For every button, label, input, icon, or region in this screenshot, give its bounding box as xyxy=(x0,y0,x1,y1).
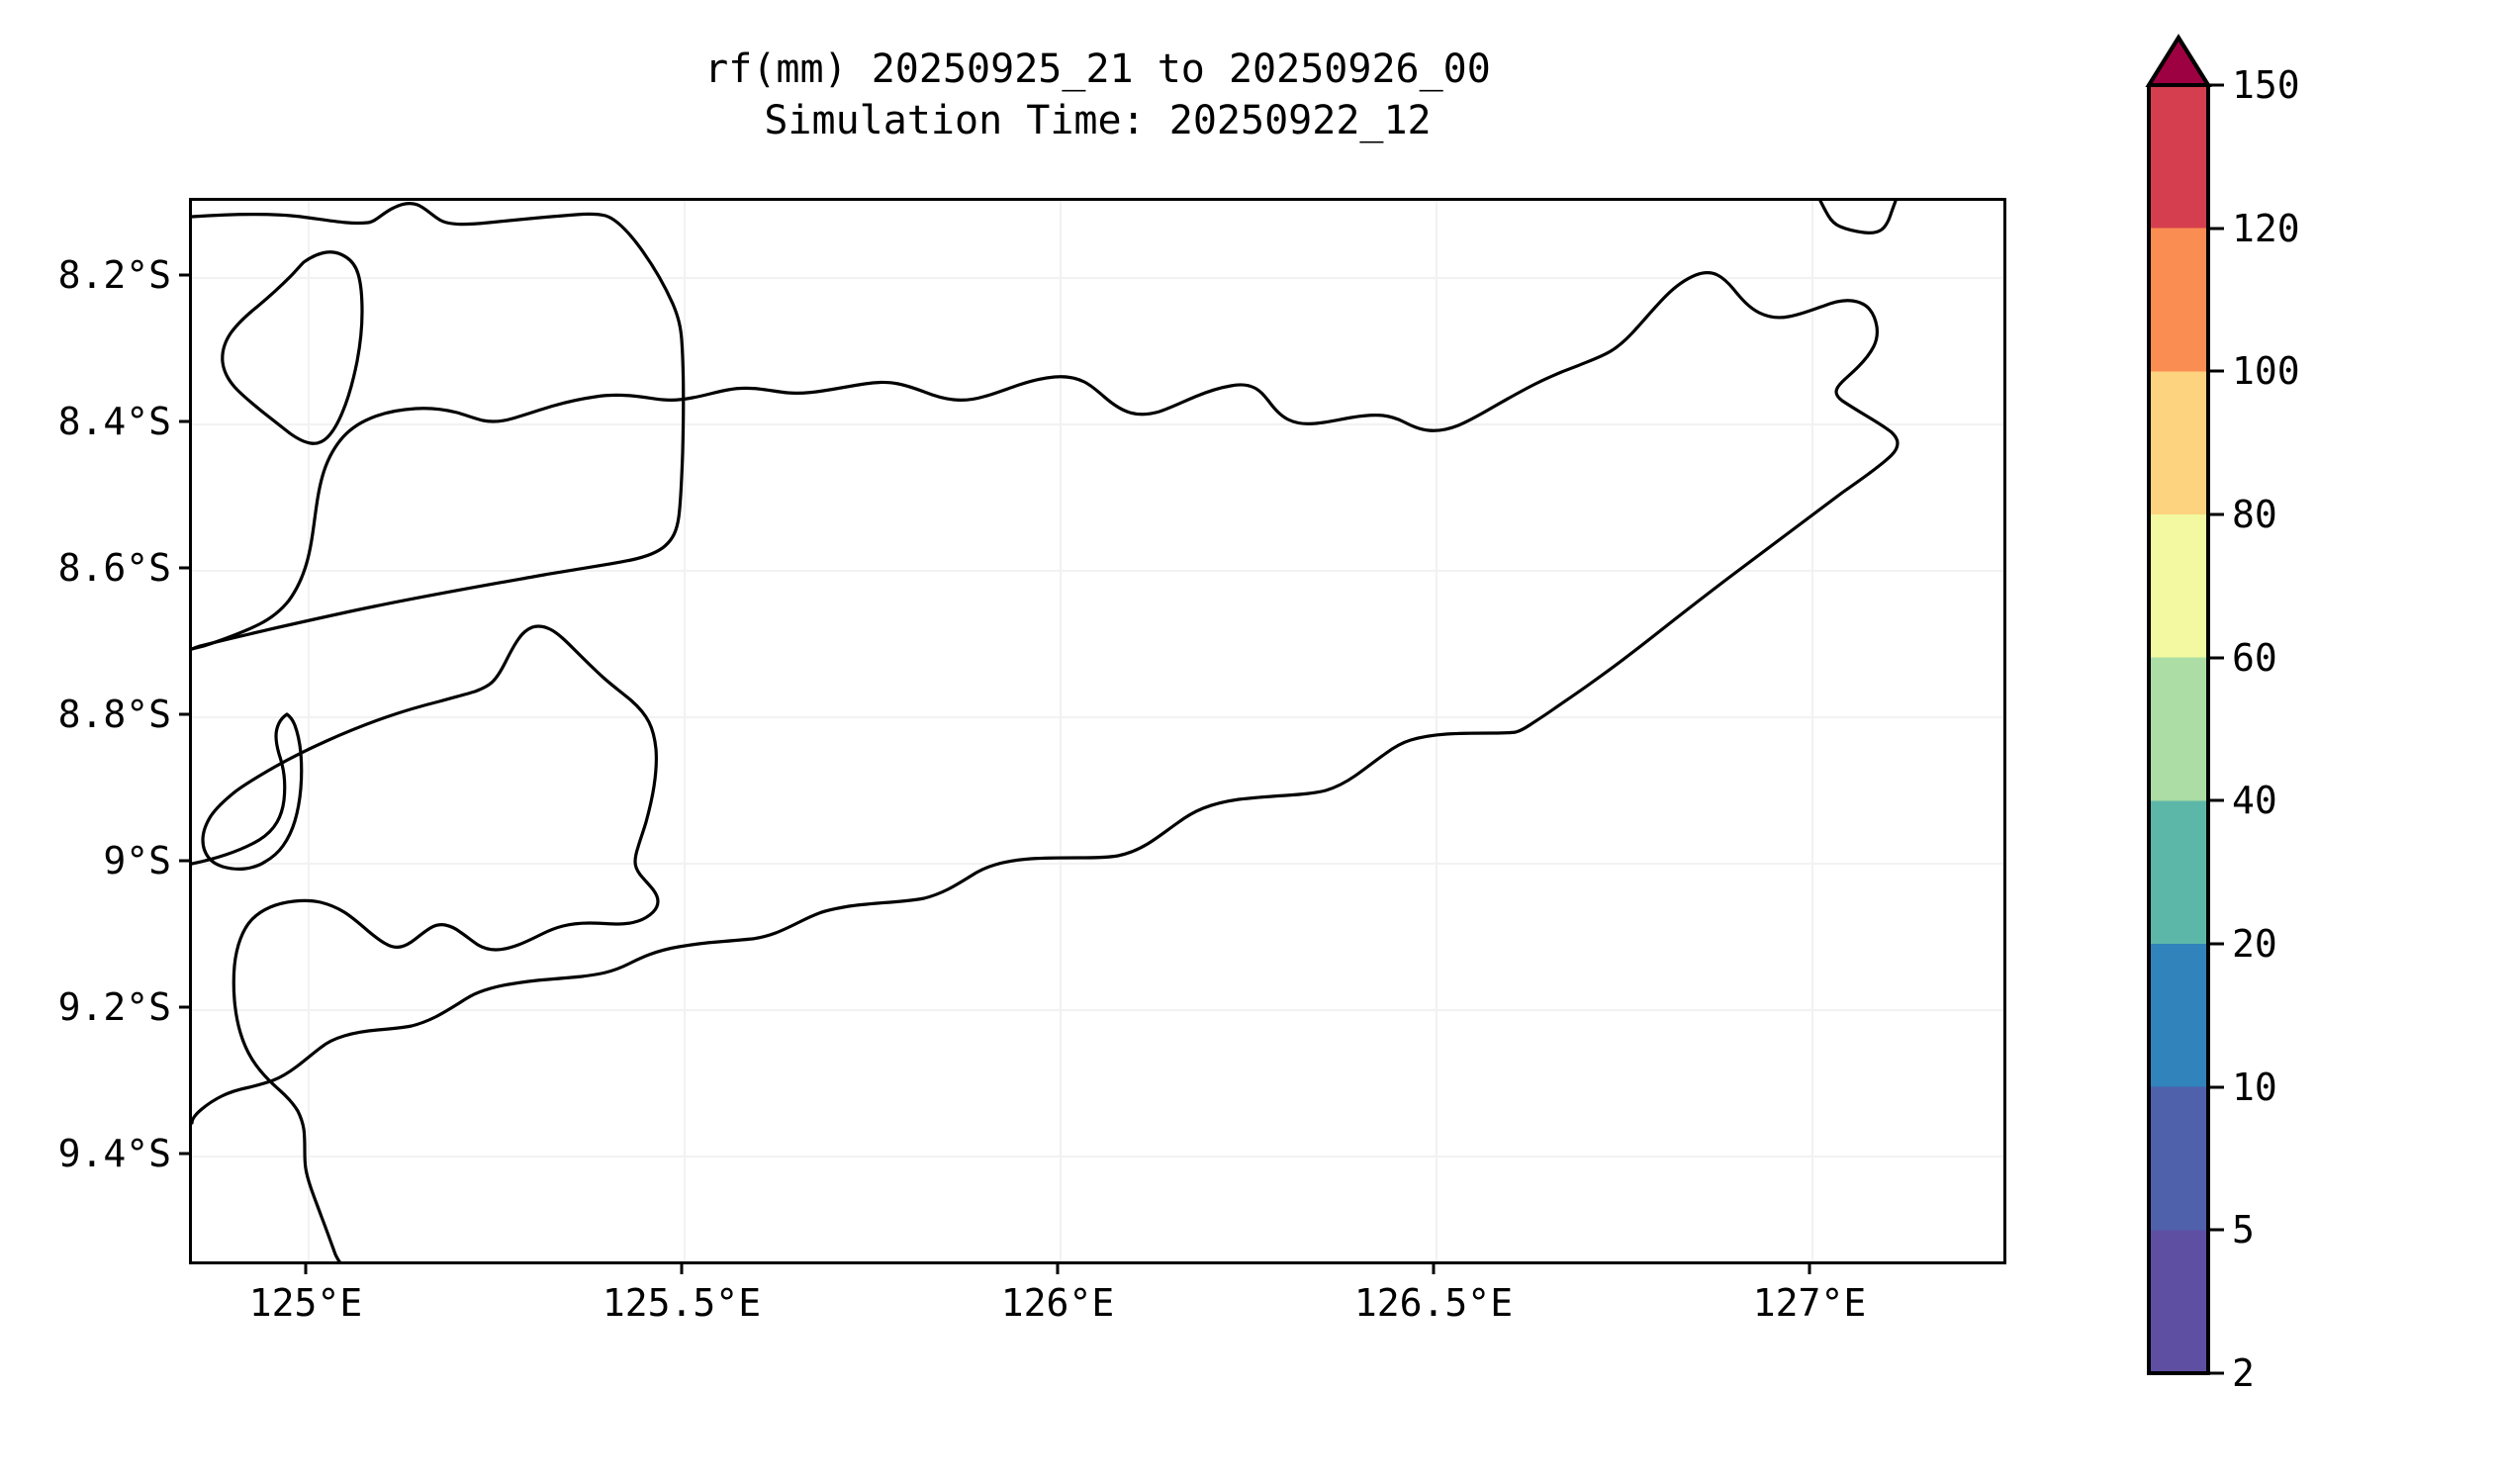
ytick-label-8p4: 8.4°S xyxy=(57,400,171,443)
coastline-west-timor-block xyxy=(192,201,686,651)
colorbar-outline xyxy=(2147,34,2210,1375)
cbar-tick-mark-150 xyxy=(2208,83,2224,87)
gridlines xyxy=(192,201,2003,1261)
ytick-label-9: 9°S xyxy=(103,839,171,882)
colorbar-band-group xyxy=(2149,85,2208,1374)
colorbar-band-80-100 xyxy=(2149,371,2208,515)
coastline-timor-north xyxy=(192,271,1900,651)
colorbar[interactable] xyxy=(2145,34,2212,1375)
ytick-mark-8p8 xyxy=(179,712,189,716)
cbar-tick-mark-60 xyxy=(2208,656,2224,660)
cbar-tick-mark-100 xyxy=(2208,369,2224,373)
coastline-timor-south xyxy=(192,471,1872,1125)
title-line-simulation-time: Simulation Time: 20250922_12 xyxy=(764,98,1432,143)
ytick-mark-8p6 xyxy=(179,566,189,570)
y-axis: 8.2°S 8.4°S 8.6°S 8.8°S 9°S 9.2°S 9.4°S xyxy=(0,0,189,1484)
xtick-mark-126 xyxy=(1056,1264,1060,1274)
cbar-tick-label-60: 60 xyxy=(2232,636,2277,680)
ytick-mark-8p2 xyxy=(179,273,189,277)
xtick-mark-125 xyxy=(304,1264,308,1274)
xtick-label-125p5: 125.5°E xyxy=(602,1281,762,1325)
ytick-mark-9p2 xyxy=(179,1005,189,1009)
cbar-tick-label-120: 120 xyxy=(2232,207,2300,250)
ytick-label-9p4: 9.4°S xyxy=(57,1132,171,1175)
coastline-atauro-island xyxy=(221,250,364,445)
xtick-label-126p5: 126.5°E xyxy=(1353,1281,1514,1325)
colorbar-band-100-120 xyxy=(2149,228,2208,372)
colorbar-band-20-40 xyxy=(2149,800,2208,945)
cbar-tick-label-2: 2 xyxy=(2232,1351,2255,1395)
xtick-label-125: 125°E xyxy=(248,1281,363,1325)
ytick-label-8p2: 8.2°S xyxy=(57,253,171,297)
cbar-tick-mark-80 xyxy=(2208,512,2224,516)
xtick-label-126: 126°E xyxy=(1000,1281,1115,1325)
colorbar-swatches xyxy=(2145,34,2212,1375)
cbar-tick-label-80: 80 xyxy=(2232,493,2277,536)
cbar-tick-mark-40 xyxy=(2208,798,2224,802)
title-line-valid-period: rf(mm) 20250925_21 to 20250926_00 xyxy=(704,46,1491,92)
xtick-mark-126p5 xyxy=(1432,1264,1436,1274)
colorbar-band-5-10 xyxy=(2149,1086,2208,1231)
map-canvas xyxy=(192,201,2003,1261)
ytick-mark-8p4 xyxy=(179,419,189,423)
coastline-oecusse-bay xyxy=(192,712,289,866)
ytick-label-8p6: 8.6°S xyxy=(57,546,171,590)
colorbar-band-40-60 xyxy=(2149,657,2208,801)
colorbar-band-2-5 xyxy=(2149,1230,2208,1374)
xtick-mark-125p5 xyxy=(680,1264,684,1274)
cbar-tick-mark-120 xyxy=(2208,227,2224,231)
cbar-tick-label-40: 40 xyxy=(2232,779,2277,822)
coastline-oecusse-peninsula xyxy=(201,624,660,1261)
cbar-tick-mark-10 xyxy=(2208,1085,2224,1089)
figure-title: rf(mm) 20250925_21 to 20250926_00 Simula… xyxy=(189,44,2006,146)
cbar-tick-label-5: 5 xyxy=(2232,1208,2255,1252)
colorbar-band-60-80 xyxy=(2149,514,2208,658)
ytick-label-8p8: 8.8°S xyxy=(57,693,171,736)
coastline-vector-layer xyxy=(192,201,2003,1261)
cbar-tick-label-150: 150 xyxy=(2232,63,2300,107)
cbar-tick-mark-5 xyxy=(2208,1228,2224,1232)
cbar-tick-label-10: 10 xyxy=(2232,1066,2277,1109)
coastline-wetar-fragment xyxy=(1818,201,1898,234)
colorbar-over-arrow xyxy=(2145,34,2212,87)
cbar-tick-mark-20 xyxy=(2208,942,2224,946)
cbar-tick-mark-2 xyxy=(2208,1371,2224,1375)
ytick-mark-9 xyxy=(179,859,189,863)
colorbar-band-10-20 xyxy=(2149,944,2208,1087)
colorbar-band-120-150 xyxy=(2149,85,2208,229)
coastlines xyxy=(192,201,1900,1261)
cbar-tick-label-20: 20 xyxy=(2232,922,2277,966)
xtick-mark-127 xyxy=(1808,1264,1811,1274)
map-plot-area[interactable] xyxy=(189,198,2006,1264)
ytick-mark-9p4 xyxy=(179,1152,189,1156)
ytick-label-9p2: 9.2°S xyxy=(57,985,171,1029)
cbar-tick-label-100: 100 xyxy=(2232,349,2300,393)
xtick-label-127: 127°E xyxy=(1752,1281,1867,1325)
